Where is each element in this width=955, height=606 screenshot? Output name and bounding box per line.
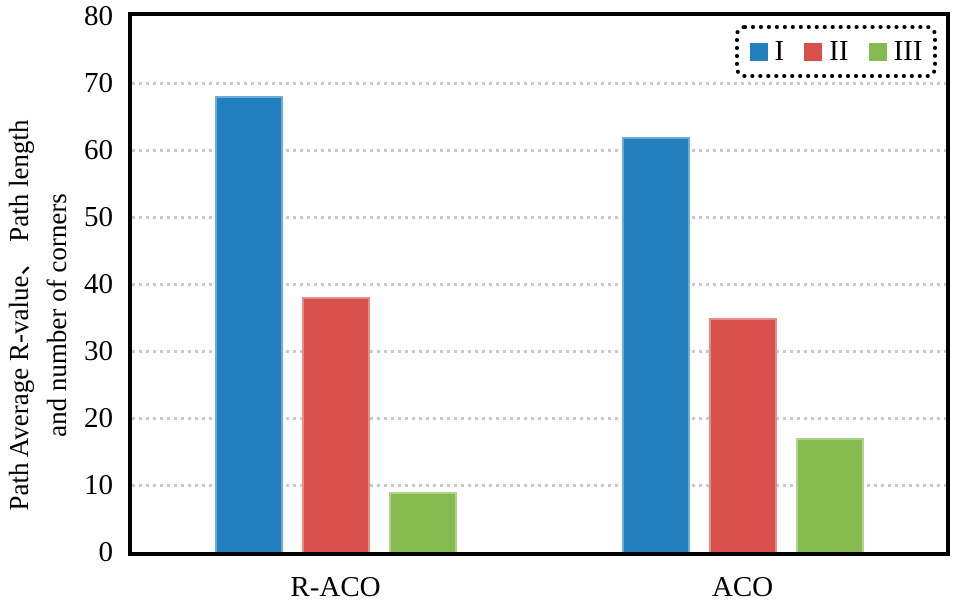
- y-tick-label-50: 50: [84, 201, 113, 233]
- legend: I II III: [735, 25, 937, 78]
- gridline-30: [132, 350, 946, 353]
- legend-swatch-I: [749, 42, 768, 61]
- y-tick-label-20: 20: [84, 402, 113, 434]
- x-axis-label-ACO: ACO: [711, 571, 774, 603]
- y-axis-title-line2: and number of corners: [42, 193, 72, 437]
- x-axis-label-R-ACO: R-ACO: [290, 571, 381, 603]
- gridline-70: [132, 82, 946, 85]
- bar-II-ACO: [708, 317, 777, 552]
- bar-II-R-ACO: [301, 297, 370, 552]
- legend-label-II: II: [829, 35, 849, 67]
- legend-item-II: II: [804, 35, 849, 67]
- legend-label-I: I: [774, 35, 785, 67]
- gridline-60: [132, 149, 946, 152]
- bar-I-R-ACO: [214, 96, 283, 552]
- y-tick-label-30: 30: [84, 335, 113, 367]
- y-tick-label-70: 70: [84, 67, 113, 99]
- bar-III-ACO: [795, 438, 864, 552]
- gridline-50: [132, 216, 946, 219]
- y-tick-label-10: 10: [84, 469, 113, 501]
- legend-item-I: I: [749, 35, 785, 67]
- y-tick-label-40: 40: [84, 268, 113, 300]
- y-axis-title-line1: Path Average R-value、 Path length: [4, 119, 34, 511]
- legend-label-III: III: [893, 35, 923, 67]
- plot-area: I II III: [128, 12, 950, 556]
- legend-swatch-III: [868, 42, 887, 61]
- legend-swatch-II: [804, 42, 823, 61]
- y-axis-title: Path Average R-value、 Path length and nu…: [0, 35, 76, 595]
- y-tick-label-60: 60: [84, 134, 113, 166]
- gridline-10: [132, 484, 946, 487]
- y-tick-label-0: 0: [98, 536, 114, 568]
- bar-III-R-ACO: [388, 491, 457, 552]
- gridline-20: [132, 417, 946, 420]
- gridline-40: [132, 283, 946, 286]
- legend-item-III: III: [868, 35, 923, 67]
- bar-I-ACO: [621, 136, 690, 552]
- y-tick-label-80: 80: [84, 0, 113, 32]
